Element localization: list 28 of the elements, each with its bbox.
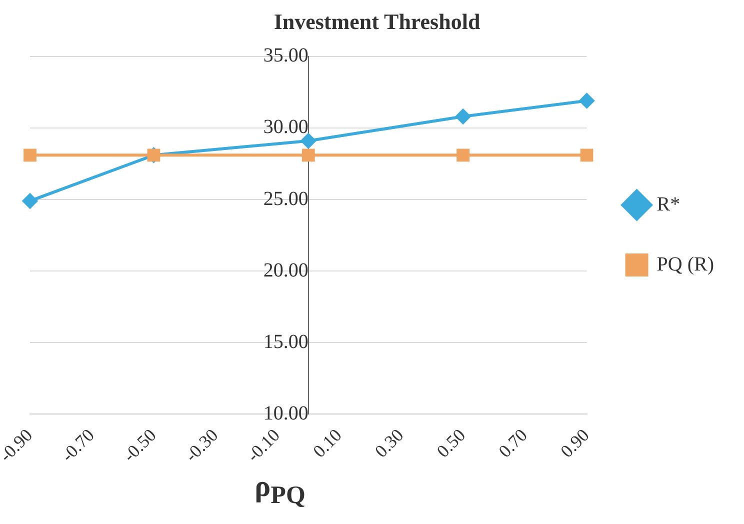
legend-label: R* xyxy=(656,193,680,216)
x-tick-label: 0.30 xyxy=(370,424,408,462)
x-tick-label: 0.90 xyxy=(556,424,593,462)
x-tick-label: -0.70 xyxy=(57,424,98,466)
y-tick-label: 30.00 xyxy=(263,116,308,138)
x-tick-label: 0.50 xyxy=(432,424,470,462)
point xyxy=(24,148,36,162)
point xyxy=(302,148,315,162)
x-tick-label: -0.10 xyxy=(242,424,284,466)
x-tick-label: 0.10 xyxy=(309,424,346,462)
legend-label: PQ (R) xyxy=(656,253,714,276)
y-tick-label: 10.00 xyxy=(263,402,308,424)
point xyxy=(579,93,594,108)
point xyxy=(300,133,316,148)
y-tick-label: 35.00 xyxy=(263,44,308,67)
x-tick-label: 0.70 xyxy=(494,424,532,462)
x-tick-label: -0.50 xyxy=(119,424,160,466)
point xyxy=(456,109,471,124)
point xyxy=(22,193,38,208)
point xyxy=(580,148,594,162)
chart-title: Investment Threshold xyxy=(274,8,480,34)
x-tick-label: -0.90 xyxy=(0,424,36,466)
point xyxy=(456,148,470,162)
y-tick-label: 20.00 xyxy=(263,259,308,282)
x-tick-label: -0.30 xyxy=(181,424,222,466)
x-axis-title: ρ$_{PQ}$ xyxy=(254,470,306,510)
y-tick-label: 15.00 xyxy=(263,330,308,353)
y-tick-label: 25.00 xyxy=(263,188,308,210)
